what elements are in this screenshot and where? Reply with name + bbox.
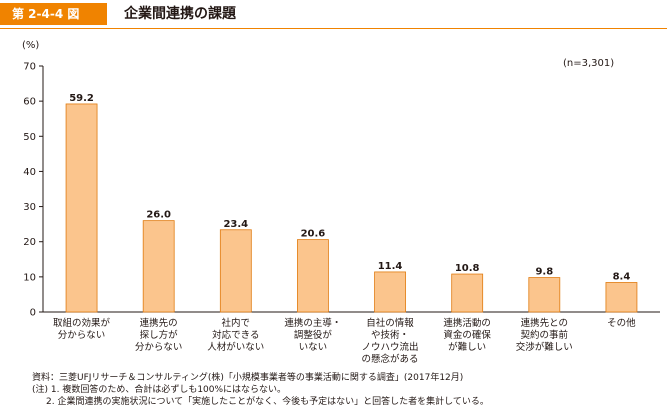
bar-value-label: 59.2 xyxy=(69,93,94,104)
x-category-label: 連携の主導・ xyxy=(284,317,341,329)
x-category-label: 連携先との xyxy=(521,317,568,329)
y-tick-label: 10 xyxy=(23,272,36,283)
y-tick-label: 70 xyxy=(23,62,36,73)
source-note: 資料：三菱UFJリサーチ＆コンサルティング(株)「小規模事業者等の事業活動に関す… xyxy=(32,373,464,383)
x-category-label: 対応できる xyxy=(212,329,259,341)
x-category-label: 人材がいない xyxy=(207,341,264,353)
bar-value-label: 11.4 xyxy=(378,261,403,272)
x-category-label: が難しい xyxy=(448,341,486,353)
bar xyxy=(142,220,175,313)
x-axis-labels: 取組の効果が分からない連携先の探し方が分からない社内で対応できる人材がいない連携… xyxy=(53,317,636,365)
x-category-label: 分からない xyxy=(58,330,106,341)
bar-value-label: 26.0 xyxy=(146,210,171,221)
bar xyxy=(297,239,329,313)
bar xyxy=(219,229,252,313)
bars-group: 59.2 26.0 23.4 20.6 11.4 10.8 9.8 8.4 xyxy=(65,93,638,313)
figure-header: 第 2-4-4 図 企業間連携の課題 xyxy=(0,0,667,30)
y-axis-unit: (%) xyxy=(22,40,39,51)
x-category-label: その他 xyxy=(607,317,636,329)
figure-title: 企業間連携の課題 xyxy=(124,6,236,22)
x-category-label: や技術・ xyxy=(371,329,409,341)
x-category-label: 取組の効果が xyxy=(53,317,111,329)
header-rule xyxy=(0,28,667,29)
y-tick-label: 20 xyxy=(23,237,36,248)
y-tick-label: 30 xyxy=(23,202,36,213)
footnote-2: 2. 企業間連携の実施状況について「実施したことがなく、今後も予定はない」と回答… xyxy=(46,397,489,407)
bar xyxy=(451,273,484,313)
y-tick-label: 40 xyxy=(23,167,36,178)
bar-value-label: 10.8 xyxy=(455,263,480,274)
x-category-label: の懸念がある xyxy=(362,353,419,365)
x-category-label: 連携活動の xyxy=(443,317,491,329)
x-category-label: 調整役が xyxy=(294,329,333,341)
bar-value-label: 9.8 xyxy=(535,267,553,278)
bar-value-label: 23.4 xyxy=(223,219,248,230)
x-category-label: 探し方が xyxy=(140,329,179,341)
y-tick-label: 60 xyxy=(23,97,36,108)
sample-size-note: (n=3,301) xyxy=(563,58,614,69)
footnote-1: (注) 1. 複数回答のため、合計は必ずしも100%にはならない。 xyxy=(32,385,287,395)
x-category-label: 資金の確保 xyxy=(443,329,491,341)
bar xyxy=(65,103,98,313)
x-category-label: 分からない xyxy=(135,342,183,353)
x-category-label: 自社の情報 xyxy=(366,317,414,329)
chart-notes: 資料：三菱UFJリサーチ＆コンサルティング(株)「小規模事業者等の事業活動に関す… xyxy=(32,372,489,408)
bar-value-label: 20.6 xyxy=(301,229,326,240)
bar xyxy=(528,277,561,313)
bar xyxy=(374,271,406,313)
x-category-label: 交渉が難しい xyxy=(516,341,573,353)
y-tick-label: 0 xyxy=(30,308,36,319)
y-tick-label: 50 xyxy=(23,132,36,143)
x-category-label: ノウハウ流出 xyxy=(362,341,419,353)
bar-value-label: 8.4 xyxy=(613,271,631,282)
y-axis-ticks: 0 10 20 30 40 50 60 70 xyxy=(23,62,43,319)
bar-chart: (%) (n=3,301) 0 10 20 30 40 50 60 70 59.2 26.0 23… xyxy=(22,40,660,365)
x-category-label: 連携先の xyxy=(140,317,178,329)
figure-number-badge: 第 2-4-4 図 xyxy=(0,3,107,25)
x-category-label: 契約の事前 xyxy=(521,329,569,341)
bar xyxy=(605,282,638,313)
x-category-label: 社内で xyxy=(222,317,251,329)
x-category-label: いない xyxy=(299,342,328,353)
